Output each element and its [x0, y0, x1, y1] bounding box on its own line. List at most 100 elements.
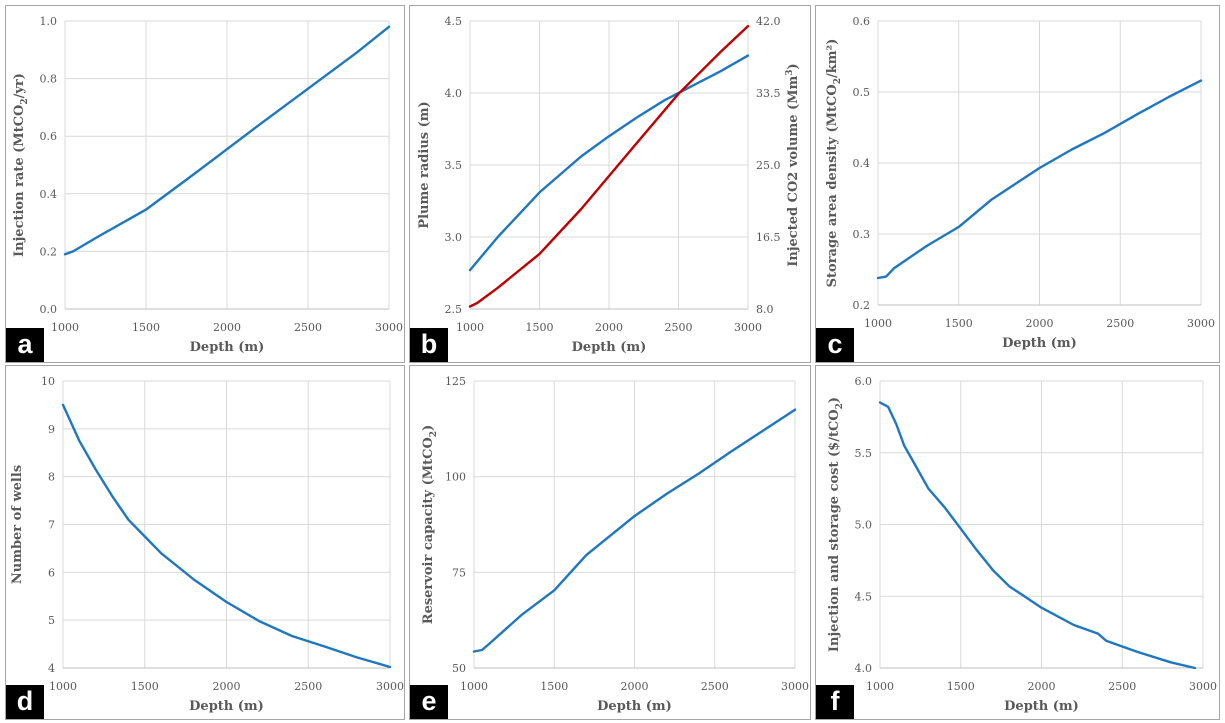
x-tick-label: 1500	[131, 680, 159, 693]
x-axis-label: Depth (m)	[189, 699, 264, 714]
x-axis-label: Depth (m)	[190, 340, 265, 355]
x-tick-label: 2500	[1108, 680, 1136, 693]
x-tick-label: 2000	[213, 321, 241, 334]
chart-d-svg: 1000 1500 2000 2500 3000 4 5 6 7 8 9 10 Depth (m) Num…	[10, 375, 404, 714]
y2-tick-label: 16.5	[756, 231, 781, 244]
chart-e-svg: 1000 1500 2000 2500 3000 50 75 100 125 Depth (m) R…	[421, 375, 809, 714]
y-tick-label: 7	[48, 519, 55, 532]
x-axis-label: Depth (m)	[597, 699, 672, 714]
y-tick-label: 5.0	[855, 519, 873, 532]
x-tick-label: 1500	[540, 680, 568, 693]
y-tick-label: 9	[48, 423, 55, 436]
y-tick-label: 50	[452, 662, 466, 675]
x-tick-label: 3000	[734, 321, 762, 334]
y-tick-label: 8	[48, 471, 55, 484]
y-tick-label: 0.6	[40, 130, 58, 143]
y-axis-label: Reservoir capacity (MtCO2)	[421, 425, 439, 624]
y-tick-label: 4.0	[445, 87, 463, 100]
y-tick-label: 100	[445, 471, 466, 484]
x-tick-label: 2500	[294, 321, 322, 334]
y-tick-label: 10	[41, 375, 55, 388]
series-line-1	[61, 403, 392, 669]
x-tick-label: 1500	[526, 321, 554, 334]
chart-panel-a: 1000 1500 2000 2500 3000 0.0 0.2 0.4 0.6 0.8 1.0 De…	[5, 5, 405, 363]
x-axis-label: Depth (m)	[572, 340, 647, 355]
y-tick-label: 5.5	[855, 447, 873, 460]
x-tick-label: 1500	[132, 321, 160, 334]
x-tick-label: 1500	[947, 680, 975, 693]
panel-label-e: e	[410, 685, 448, 719]
x-tick-label: 2000	[213, 680, 241, 693]
y2-tick-label: 33.5	[756, 87, 781, 100]
x-axis-label: Depth (m)	[1002, 336, 1077, 351]
y-tick-label: 6.0	[855, 375, 873, 388]
x-tick-label: 2000	[1028, 680, 1056, 693]
chart-f-svg: 1000 1500 2000 2500 3000 4.0 4.5 5.0 5.5 6.0 Depth…	[827, 375, 1217, 714]
y-tick-label: 3.5	[445, 159, 463, 172]
x-tick-label: 2000	[621, 680, 649, 693]
x-tick-label: 2500	[1106, 317, 1134, 330]
y2-tick-label: 8.0	[756, 303, 774, 316]
x-tick-label: 3000	[1189, 680, 1217, 693]
x-tick-label: 3000	[781, 680, 809, 693]
chart-panel-f: 1000 1500 2000 2500 3000 4.0 4.5 5.0 5.5 6.0 Depth…	[815, 365, 1220, 720]
y-tick-label: 0.4	[853, 157, 871, 170]
y-tick-label: 1.0	[40, 15, 58, 28]
chart-panel-d: 1000 1500 2000 2500 3000 4 5 6 7 8 9 10 Depth (m) Num…	[5, 365, 405, 720]
chart-b-svg: 1000 1500 2000 2500 3000 2.5 3.0 3.5 4.0 4.5 Depth…	[417, 15, 801, 355]
x-tick-label: 3000	[1187, 317, 1215, 330]
series-line-1	[472, 408, 797, 653]
y-axis-label: Injection rate (MtCO2/yr)	[12, 73, 30, 257]
panel-label-f: f	[816, 685, 854, 719]
series-line-1	[63, 25, 391, 256]
x-tick-label: 2000	[595, 321, 623, 334]
y-tick-label: 0.5	[853, 86, 871, 99]
y-axis-label: Injection and storage cost ($/tCO2)	[827, 397, 845, 652]
panel-label-a: a	[6, 328, 44, 362]
x-tick-label: 2000	[1026, 317, 1054, 330]
y-axis-label: Plume radius (m)	[417, 101, 432, 228]
x-tick-label: 1000	[866, 680, 894, 693]
y-tick-label: 75	[452, 566, 466, 579]
x-tick-label: 3000	[376, 680, 404, 693]
x-tick-label: 2500	[701, 680, 729, 693]
y2-axis-label: Injected CO2 volume (Mm3)	[785, 63, 801, 266]
series-line-1	[468, 54, 750, 272]
y-tick-label: 0.8	[40, 73, 58, 86]
y-axis-label: Number of wells	[10, 465, 25, 584]
y2-tick-label: 42.0	[756, 15, 781, 28]
x-tick-label: 3000	[375, 321, 403, 334]
x-tick-label: 1500	[945, 317, 973, 330]
y-tick-label: 0.3	[853, 228, 871, 241]
chart-a-svg: 1000 1500 2000 2500 3000 0.0 0.2 0.4 0.6 0.8 1.0 De…	[12, 15, 403, 355]
y2-tick-label: 25.0	[756, 159, 781, 172]
series-line-1	[878, 401, 1197, 670]
y-tick-label: 0.6	[853, 15, 871, 28]
chart-panel-e: 1000 1500 2000 2500 3000 50 75 100 125 Depth (m) R…	[409, 365, 811, 720]
y-tick-label: 0.4	[40, 188, 58, 201]
panel-label-c: c	[816, 328, 854, 362]
series-line-1	[876, 79, 1203, 280]
panel-label-d: d	[6, 685, 44, 719]
x-tick-label: 2500	[294, 680, 322, 693]
y-tick-label: 0.2	[40, 245, 58, 258]
y-tick-label: 0.2	[853, 299, 871, 312]
x-tick-label: 1000	[51, 321, 79, 334]
x-tick-label: 1000	[864, 317, 892, 330]
y-axis-label: Storage area density (MtCO2/km²)	[825, 39, 843, 288]
x-tick-label: 1000	[460, 680, 488, 693]
series-line-2	[468, 24, 750, 308]
y-tick-label: 6	[48, 566, 55, 579]
y-tick-label: 4	[48, 662, 55, 675]
y-tick-label: 4.5	[445, 15, 463, 28]
panel-label-b: b	[410, 328, 448, 362]
y-tick-label: 2.5	[445, 303, 463, 316]
chart-panel-b: 1000 1500 2000 2500 3000 2.5 3.0 3.5 4.0 4.5 Depth…	[409, 5, 811, 363]
x-tick-label: 2500	[665, 321, 693, 334]
y-tick-label: 0.0	[40, 303, 58, 316]
chart-c-svg: 1000 1500 2000 2500 3000 0.2 0.3 0.4 0.5 0.6 Depth…	[825, 15, 1215, 351]
x-tick-label: 1000	[456, 321, 484, 334]
y-tick-label: 4.5	[855, 590, 873, 603]
y-tick-label: 4.0	[855, 662, 873, 675]
x-axis-label: Depth (m)	[1004, 699, 1079, 714]
